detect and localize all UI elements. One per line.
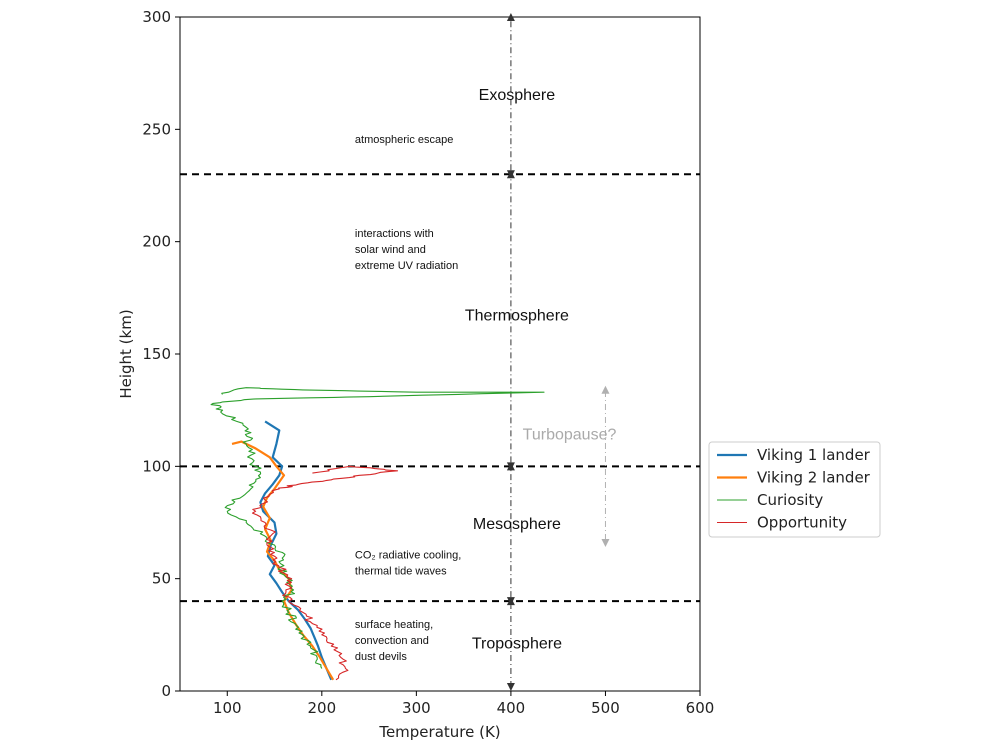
note-line: surface heating, [355, 619, 433, 631]
x-tick-label: 600 [686, 699, 715, 717]
note-line: dust devils [355, 651, 407, 663]
note-line: solar wind and [355, 244, 426, 256]
legend-label: Viking 2 lander [757, 469, 871, 487]
arrow-head-down [506, 170, 515, 179]
y-axis-label: Height (km) [117, 309, 135, 398]
arrow-head-up [506, 13, 515, 21]
note-line: thermal tide waves [355, 565, 447, 577]
note-line: interactions with [355, 228, 434, 240]
layer-label: Exosphere [479, 87, 556, 104]
legend-label: Viking 1 lander [757, 446, 871, 464]
legend-label: Opportunity [757, 514, 847, 532]
plot-area [179, 16, 701, 692]
data-series [210, 387, 545, 681]
x-tick-label: 200 [307, 699, 336, 717]
arrow-head-up [601, 385, 610, 394]
annotation-labels: Exosphere Thermosphere Mesosphere Troposphe… [355, 87, 569, 663]
layer-label: Mesosphere [473, 516, 561, 533]
y-axis: 0 50 100 150 200 250 300 [142, 8, 180, 700]
y-tick-label: 150 [142, 345, 171, 363]
series-line-0 [259, 420, 333, 681]
y-tick-label: 200 [142, 233, 171, 251]
y-tick-label: 250 [142, 120, 171, 138]
turbopause-marker: Turbopause? [523, 385, 617, 547]
x-tick-label: 400 [497, 699, 526, 717]
legend: Viking 1 lander Viking 2 lander Curiosity O… [708, 441, 881, 538]
series-line-2 [210, 387, 545, 669]
layer-boundaries [180, 173, 700, 603]
layer-label: Troposphere [472, 635, 562, 652]
arrow-head-down [506, 462, 515, 471]
x-tick-label: 100 [213, 699, 242, 717]
y-tick-label: 100 [142, 457, 171, 475]
y-tick-label: 50 [152, 570, 171, 588]
x-axis: 100 200 300 400 500 600 [213, 691, 714, 717]
note-line: extreme UV radiation [355, 260, 458, 272]
arrow-head-down [601, 538, 610, 547]
layer-arrows [506, 13, 515, 691]
y-tick-label: 0 [161, 682, 171, 700]
note-line: atmospheric escape [355, 134, 453, 146]
turbopause-label: Turbopause? [523, 426, 617, 443]
arrow-head-down [506, 683, 515, 691]
legend-box [708, 441, 881, 538]
legend-label: Curiosity [757, 491, 823, 509]
x-tick-label: 500 [591, 699, 620, 717]
x-tick-label: 300 [402, 699, 431, 717]
arrow-head-down [506, 597, 515, 606]
y-tick-label: 300 [142, 8, 171, 26]
layer-label: Thermosphere [465, 307, 569, 324]
x-axis-label: Temperature (K) [378, 723, 500, 741]
note-line: CO₂ radiative cooling, [355, 549, 461, 561]
series-line-3 [251, 465, 399, 681]
note-line: convection and [355, 635, 429, 647]
